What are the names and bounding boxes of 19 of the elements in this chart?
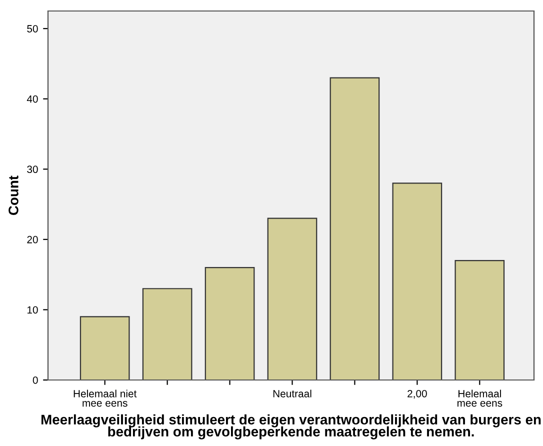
y-tick-label: 0 [32,376,38,384]
bar [330,77,380,380]
y-tick-label: 10 [27,306,38,314]
x-tick-label: 2,00 [408,390,427,399]
y-axis-title: Count [8,176,18,215]
x-axis-title: Meerlaagveiligheid stimuleert de eigen verantwoordelijkheid van burgers en bedrijven om gevolgbeperkende maatregelen te nemen. [41,414,541,440]
y-tick-label: 40 [26,95,38,103]
bar [142,288,192,380]
bar [454,260,505,380]
y-tick-label: 50 [27,25,38,32]
x-tick-label: Helemaal mee eens [457,390,502,407]
x-tick-label: Neutraal [273,390,312,398]
bar [392,182,442,380]
x-tick-label: Helemaal niet mee eens [74,390,137,407]
bar [80,316,130,380]
bar [204,266,255,380]
y-tick-label: 20 [27,236,38,244]
bar [267,218,318,380]
y-tick-label: 30 [27,166,38,174]
